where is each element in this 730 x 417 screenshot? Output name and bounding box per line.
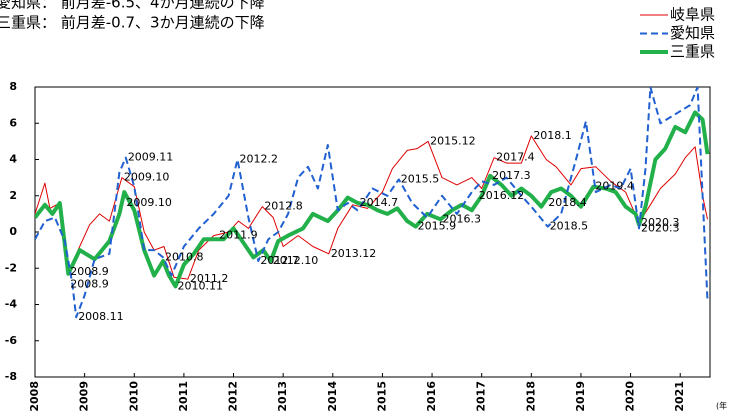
legend-label: 三重県 <box>670 43 715 61</box>
x-tick-label: 2019 <box>574 381 587 412</box>
series-line <box>35 87 709 319</box>
annotation: 2010.8 <box>165 250 204 263</box>
annotation: 2011.2 <box>190 272 229 285</box>
annotation: 2020.3 <box>641 216 680 229</box>
annotation: 2008.9 <box>70 265 109 278</box>
annotation: 2010.11 <box>177 279 223 292</box>
y-tick-label: 8 <box>9 80 17 93</box>
x-tick-label: 2009 <box>78 381 91 412</box>
y-tick-label: -6 <box>5 334 18 347</box>
annotation: 2009.10 <box>126 196 171 209</box>
legend-label: 岐阜県 <box>670 6 715 24</box>
annotation: 2009.11 <box>128 151 174 164</box>
y-tick-label: -2 <box>5 261 17 274</box>
x-tick-label: 2013 <box>276 381 289 412</box>
legend-label: 愛知県 <box>670 24 715 42</box>
annotation: 2019.4 <box>595 180 634 193</box>
annotation: 2015.5 <box>401 172 440 185</box>
y-tick-label: 0 <box>9 225 17 238</box>
x-tick-label: 2015 <box>375 381 388 412</box>
plot-lines <box>35 87 710 319</box>
y-tick-label: 6 <box>9 116 17 129</box>
x-tick-label: 2008 <box>28 381 41 412</box>
x-tick-label: 2021 <box>673 381 686 412</box>
annotation: 2012.8 <box>264 200 303 213</box>
annotation: 2012.10 <box>273 254 319 267</box>
annotation: 2016.3 <box>442 212 481 225</box>
annotation: 2015.12 <box>430 134 476 147</box>
x-tick-label: 2010 <box>127 381 140 412</box>
x-tick-label: 2011 <box>177 381 190 412</box>
annotation: 2018.4 <box>548 196 587 209</box>
annotation: 2009.10 <box>124 171 170 184</box>
annotation: 2016.12 <box>479 189 524 202</box>
annotation: 2017.3 <box>492 169 531 182</box>
x-tick-label: 2012 <box>227 381 240 412</box>
x-tick-label: 2020 <box>624 381 637 412</box>
x-tick-label: 2018 <box>524 381 537 412</box>
x-tick-label: 2016 <box>425 381 438 412</box>
subtitle: 三重県： 前月差-0.7、3か月連続の下降 <box>0 14 265 32</box>
annotation: 2020.3 <box>641 221 680 234</box>
annotation: 2011.9 <box>219 229 258 242</box>
annotation: 2014.7 <box>360 196 399 209</box>
y-tick-label: 2 <box>9 189 17 202</box>
y-tick-label: -8 <box>5 370 17 383</box>
x-tick-label: 2017 <box>475 381 488 412</box>
annotation: 2008.9 <box>70 278 109 291</box>
y-tick-label: 4 <box>9 153 17 166</box>
series-line <box>35 110 710 289</box>
x-tick-label: 2014 <box>326 381 339 412</box>
annotation: 2018.5 <box>550 220 589 233</box>
subtitle: 愛知県： 前月差-6.5、4か月連続の下降 <box>0 0 265 12</box>
annotation: 2012.2 <box>240 153 279 166</box>
annotation: 2013.12 <box>331 247 377 260</box>
plot-frame <box>34 86 711 378</box>
annotation: 2015.9 <box>418 220 457 233</box>
annotation: 2018.1 <box>533 129 572 142</box>
annotation: 2017.4 <box>496 151 534 164</box>
x-axis-label: (年 <box>716 401 727 411</box>
y-tick-label: -4 <box>5 298 18 311</box>
annotation: 2012.7 <box>260 254 299 267</box>
annotation: 2008.11 <box>78 310 124 323</box>
